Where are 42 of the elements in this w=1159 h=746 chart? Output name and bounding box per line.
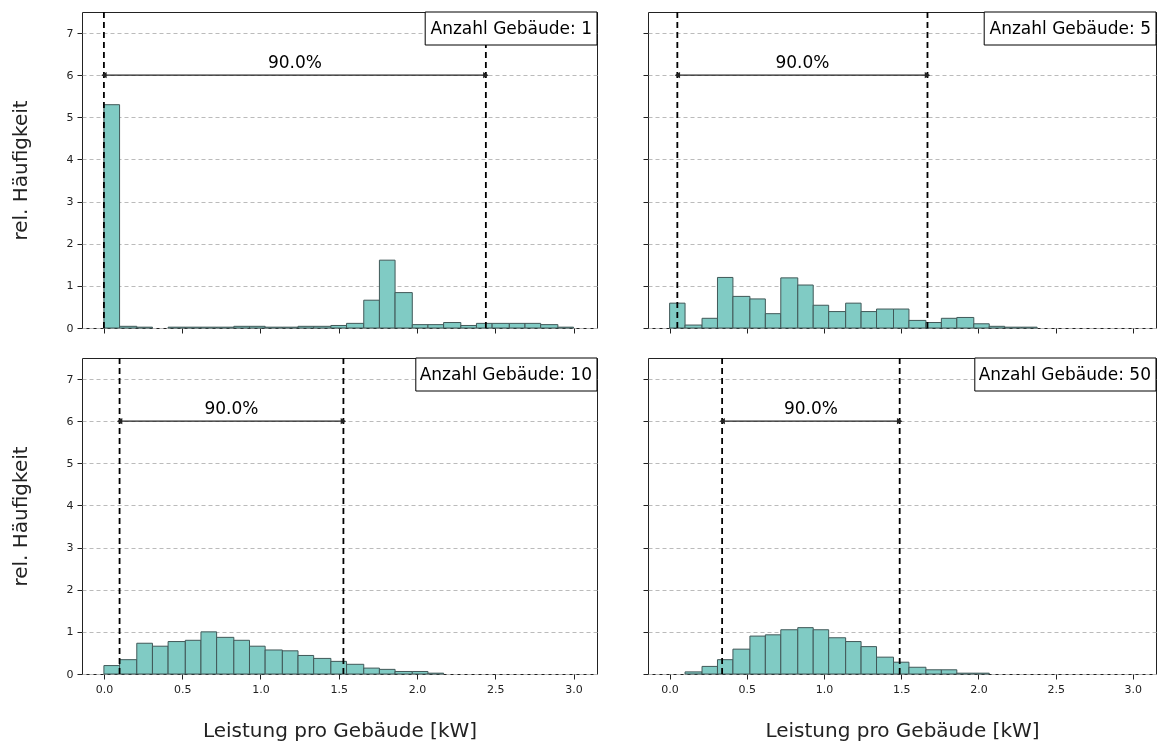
- x-tick-label: 1.0: [815, 682, 834, 696]
- y-tick-label: 0: [66, 321, 74, 335]
- annotation: 90.0%: [204, 398, 259, 419]
- y-tick-label: 6: [66, 68, 74, 82]
- annotation: 90.0%: [775, 52, 830, 73]
- x-tick-label: 1.0: [252, 682, 270, 696]
- x-axis-title: Leistung pro Gebäude [kW]: [202, 717, 478, 742]
- y-tick-label: 1: [66, 279, 74, 293]
- y-tick-label: 1: [66, 625, 74, 639]
- annotation: Anzahl Gebäude: 1: [430, 18, 592, 38]
- y-tick-label: 3: [66, 195, 74, 209]
- x-tick-label: 0.5: [173, 682, 192, 696]
- x-axis-title: Leistung pro Gebäude [kW]: [765, 717, 1040, 742]
- y-tick-label: 2: [66, 237, 74, 251]
- x-tick-label: 2.5: [487, 682, 505, 696]
- y-axis-title: rel. Häufigkeit: [7, 100, 32, 241]
- x-tick-label: 3.0: [1124, 682, 1143, 696]
- y-tick-label: 4: [66, 152, 74, 166]
- annotation: Anzahl Gebäude: 10: [419, 364, 592, 384]
- annotation: 90.0%: [783, 398, 838, 419]
- x-tick-label: 0.5: [738, 682, 757, 696]
- y-tick-label: 7: [66, 26, 74, 40]
- x-tick-label: 2.5: [1047, 682, 1065, 696]
- y-tick-label: 4: [66, 498, 74, 512]
- y-tick-label: 5: [66, 456, 74, 470]
- x-tick-label: 1.5: [892, 682, 911, 696]
- y-tick-label: 3: [66, 541, 74, 555]
- annotation: Anzahl Gebäude: 5: [989, 18, 1151, 38]
- annotation: 90.0%: [267, 52, 322, 73]
- y-tick-label: 7: [66, 372, 74, 386]
- x-tick-label: 0.0: [661, 682, 679, 696]
- y-tick-label: 0: [66, 667, 74, 681]
- x-tick-label: 3.0: [565, 682, 583, 696]
- y-tick-label: 5: [66, 110, 74, 124]
- y-tick-label: 2: [66, 583, 74, 597]
- y-axis-title: rel. Häufigkeit: [7, 446, 32, 587]
- x-tick-label: 1.5: [330, 682, 348, 696]
- y-tick-label: 6: [66, 414, 74, 428]
- annotation: Anzahl Gebäude: 50: [978, 364, 1151, 384]
- x-tick-label: 2.0: [970, 682, 988, 696]
- x-tick-label: 2.0: [408, 682, 427, 696]
- x-tick-label: 0.0: [95, 682, 114, 696]
